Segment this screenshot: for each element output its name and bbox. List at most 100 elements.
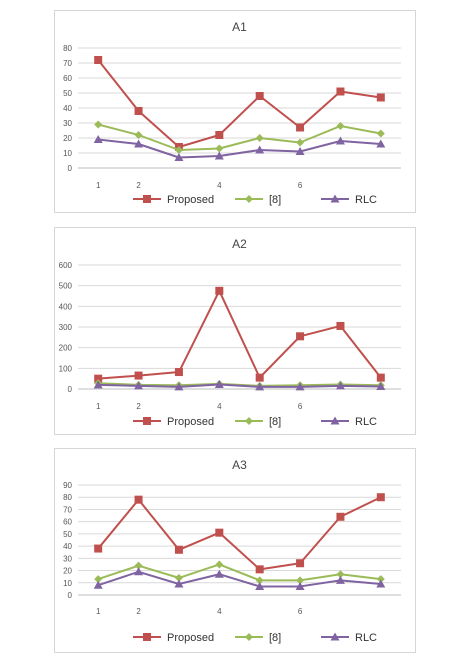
y-tick-label: 10	[63, 149, 72, 158]
y-tick-label: 300	[59, 323, 73, 332]
series-line-rlc	[98, 138, 381, 159]
chart-title: A1	[232, 20, 247, 34]
series-line-proposed	[98, 289, 382, 380]
legend-marker-rlc	[330, 416, 340, 425]
legend-label-rlc: RLC	[355, 416, 377, 428]
data-point-ref8	[134, 561, 143, 570]
series-line-ref8	[97, 123, 381, 151]
data-point-proposed	[336, 512, 345, 521]
x-tick-label: 6	[298, 402, 303, 411]
y-tick-label: 90	[63, 481, 72, 490]
x-tick-label: 2	[136, 402, 141, 411]
data-point-rlc	[295, 581, 305, 590]
data-point-ref8	[296, 138, 305, 147]
data-point-rlc	[335, 381, 345, 390]
data-point-proposed	[174, 368, 183, 377]
legend-marker-proposed	[143, 633, 151, 641]
x-tick-label: 1	[96, 181, 101, 190]
y-tick-label: 400	[59, 302, 73, 311]
y-tick-label: 0	[68, 591, 73, 600]
data-point-ref8	[134, 131, 143, 139]
data-point-ref8	[376, 575, 385, 584]
data-point-ref8	[376, 129, 385, 138]
x-tick-label: 4	[217, 402, 222, 411]
data-point-ref8	[94, 120, 103, 129]
x-tick-label: 6	[298, 607, 303, 616]
data-point-rlc	[376, 579, 386, 588]
y-tick-label: 500	[59, 282, 73, 291]
x-tick-label: 4	[217, 607, 222, 616]
data-point-rlc	[214, 151, 224, 160]
x-tick-label: 2	[136, 607, 141, 616]
data-point-proposed	[94, 56, 103, 64]
chart-title: A3	[232, 458, 247, 472]
data-point-proposed	[215, 286, 224, 295]
y-tick-label: 200	[59, 344, 73, 353]
data-point-proposed	[94, 374, 103, 383]
chart-panel-a1: A1 0 10 20 30 40 50 60 70 80 1 2 4 6 Proposed [8] RLC	[54, 10, 416, 213]
data-point-rlc	[214, 569, 224, 578]
x-tick-label: 1	[96, 402, 101, 411]
data-point-rlc	[134, 381, 144, 390]
data-point-proposed	[376, 493, 385, 502]
legend-marker-ref8	[245, 417, 253, 425]
legend-marker-rlc	[330, 194, 340, 203]
x-tick-label: 1	[96, 607, 101, 616]
legend-marker-ref8	[245, 633, 253, 641]
data-point-proposed	[296, 123, 305, 132]
legend-label-ref8: [8]	[269, 632, 281, 644]
y-tick-label: 30	[63, 554, 72, 563]
data-point-rlc	[255, 581, 265, 590]
data-point-proposed	[94, 544, 103, 553]
data-point-rlc	[93, 380, 103, 389]
data-point-ref8	[215, 560, 224, 569]
y-tick-label: 40	[63, 542, 72, 551]
data-point-proposed	[376, 93, 385, 102]
data-point-proposed	[215, 131, 224, 139]
data-point-ref8	[255, 576, 264, 585]
legend-label-ref8: [8]	[269, 416, 281, 428]
data-point-proposed	[134, 371, 143, 380]
y-tick-label: 40	[63, 104, 72, 113]
y-tick-label: 70	[63, 505, 72, 514]
y-tick-label: 0	[68, 385, 73, 394]
y-tick-label: 60	[63, 518, 72, 527]
data-point-rlc	[93, 580, 103, 589]
data-point-rlc	[255, 145, 265, 154]
data-point-proposed	[255, 92, 264, 100]
data-point-rlc	[295, 382, 305, 391]
legend-marker-proposed	[143, 417, 151, 425]
data-point-proposed	[336, 87, 345, 96]
data-point-proposed	[215, 528, 224, 537]
y-tick-label: 50	[63, 530, 72, 539]
series-line-proposed	[97, 496, 382, 571]
y-tick-label: 50	[63, 89, 72, 98]
data-point-ref8	[296, 576, 305, 585]
data-point-ref8	[174, 146, 183, 154]
y-tick-label: 0	[68, 164, 73, 173]
chart-panel-a3: A3 0 10 20 30 40 50 60 70 80 90 1 2 4 6 Proposed [8] RLC	[54, 448, 416, 653]
series-line-ref8	[97, 563, 381, 582]
y-tick-label: 80	[63, 44, 72, 53]
data-point-ref8	[336, 570, 345, 579]
data-point-proposed	[376, 373, 385, 382]
y-tick-label: 600	[59, 261, 73, 270]
y-tick-label: 60	[63, 74, 72, 83]
data-point-rlc	[174, 153, 184, 161]
data-point-rlc	[376, 382, 386, 391]
legend-label-ref8: [8]	[269, 194, 281, 206]
data-point-rlc	[214, 379, 224, 388]
legend-label-rlc: RLC	[355, 632, 377, 644]
series-line-rlc	[98, 383, 381, 388]
data-point-ref8	[336, 122, 345, 130]
y-tick-label: 20	[63, 134, 72, 143]
data-point-rlc	[335, 575, 345, 584]
chart-panel-a2: A2 0 100 200 300 400 500 600 1 2 4 6 Proposed [8] RLC	[54, 227, 416, 435]
y-tick-label: 70	[63, 59, 72, 68]
data-point-proposed	[174, 545, 183, 554]
data-point-proposed	[255, 565, 264, 574]
data-point-rlc	[295, 147, 305, 155]
data-point-proposed	[134, 107, 143, 115]
data-point-rlc	[134, 139, 144, 148]
data-point-proposed	[296, 332, 305, 341]
